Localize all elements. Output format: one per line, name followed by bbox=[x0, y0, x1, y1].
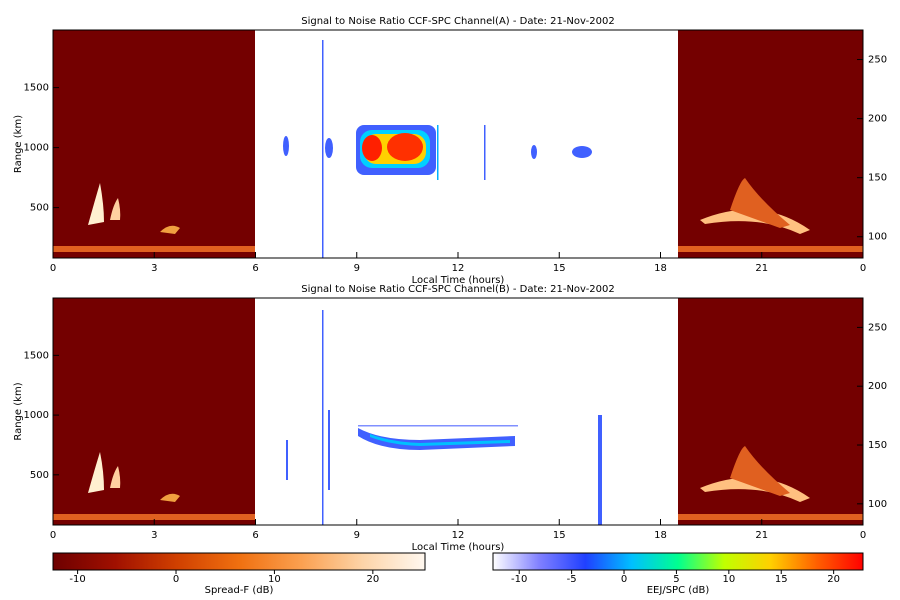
y-tick-label: 1000 bbox=[24, 410, 49, 421]
x-tick-label: 6 bbox=[252, 263, 258, 274]
colorbar-tick-label: 15 bbox=[775, 574, 788, 585]
y-tick-label: 1500 bbox=[24, 83, 49, 94]
x-tick-label: 0 bbox=[50, 530, 56, 541]
colorbar-tick-label: 5 bbox=[673, 574, 679, 585]
x-tick-label: 15 bbox=[553, 530, 566, 541]
colorbar-tick-label: 10 bbox=[722, 574, 735, 585]
x-tick-label: 0 bbox=[860, 263, 866, 274]
x-tick-label: 0 bbox=[50, 263, 56, 274]
y2-tick-label: 100 bbox=[868, 232, 887, 243]
y-tick-label: 500 bbox=[30, 470, 49, 481]
x-tick-label: 12 bbox=[452, 530, 465, 541]
y2-tick-label: 200 bbox=[868, 114, 887, 125]
panel-b-image bbox=[53, 298, 863, 525]
x-tick-label: 6 bbox=[252, 530, 258, 541]
y2-tick-label: 100 bbox=[868, 499, 887, 510]
x-tick-label: 9 bbox=[354, 530, 360, 541]
x-tick-label: 18 bbox=[654, 263, 667, 274]
y2-tick-label: 250 bbox=[868, 322, 887, 333]
y-tick-label: 1500 bbox=[24, 350, 49, 361]
y-axis-label: Range (km) bbox=[13, 382, 24, 440]
colorbar-tick-label: 0 bbox=[621, 574, 627, 585]
x-tick-label: 18 bbox=[654, 530, 667, 541]
y2-tick-label: 150 bbox=[868, 440, 887, 451]
colorbar-tick-label: 0 bbox=[173, 574, 179, 585]
y-tick-label: 1000 bbox=[24, 143, 49, 154]
y-axis-label: Range (km) bbox=[13, 115, 24, 173]
colorbar-tick-label: -10 bbox=[511, 574, 527, 585]
colorbar-tick-label: 10 bbox=[268, 574, 281, 585]
chart-title: Signal to Noise Ratio CCF-SPC Channel(B)… bbox=[301, 284, 615, 295]
x-tick-label: 0 bbox=[860, 530, 866, 541]
panel-a-image bbox=[53, 30, 863, 258]
colorbar bbox=[52, 552, 426, 571]
colorbar-tick-label: 20 bbox=[827, 574, 840, 585]
colorbar-label: EEJ/SPC (dB) bbox=[647, 585, 710, 596]
colorbar bbox=[492, 552, 864, 571]
x-tick-label: 21 bbox=[755, 263, 768, 274]
x-tick-label: 21 bbox=[755, 530, 768, 541]
y2-tick-label: 250 bbox=[868, 55, 887, 66]
y2-tick-label: 150 bbox=[868, 173, 887, 184]
x-tick-label: 9 bbox=[354, 263, 360, 274]
chart-title: Signal to Noise Ratio CCF-SPC Channel(A)… bbox=[301, 16, 615, 27]
colorbar-tick-label: -5 bbox=[567, 574, 577, 585]
colorbar-tick-label: 20 bbox=[366, 574, 379, 585]
x-tick-label: 15 bbox=[553, 263, 566, 274]
x-axis-label: Local Time (hours) bbox=[412, 542, 505, 553]
colorbar-tick-label: -10 bbox=[69, 574, 85, 585]
y2-tick-label: 200 bbox=[868, 381, 887, 392]
x-tick-label: 3 bbox=[151, 530, 157, 541]
x-tick-label: 3 bbox=[151, 263, 157, 274]
y-tick-label: 500 bbox=[30, 203, 49, 214]
colorbar-label: Spread-F (dB) bbox=[205, 585, 274, 596]
x-tick-label: 12 bbox=[452, 263, 465, 274]
x-axis-label: Local Time (hours) bbox=[412, 275, 505, 286]
